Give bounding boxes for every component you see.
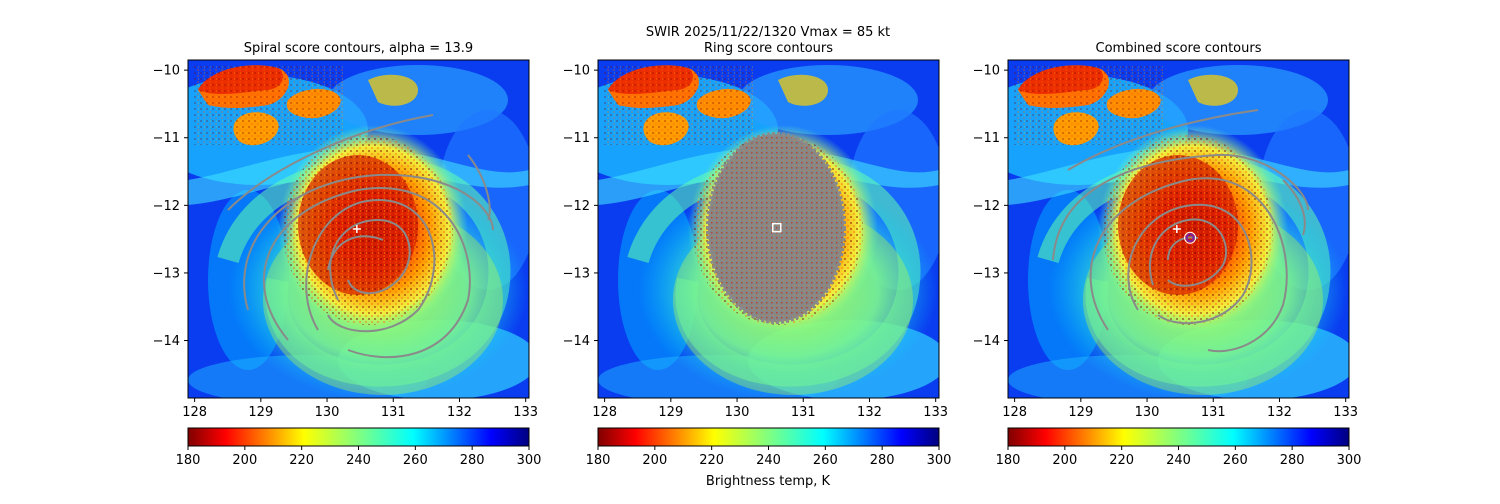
x-tick-label: 128 [182, 405, 207, 420]
y-tick-label: −10 [973, 64, 1000, 79]
x-tick-label: 133 [513, 405, 538, 420]
ring-score-contours [708, 134, 844, 322]
y-tick-label: −14 [563, 334, 590, 349]
y-tick-label: −10 [563, 64, 590, 79]
colorbar [187, 427, 530, 447]
colorbar-tick-label: 240 [756, 453, 781, 468]
x-tick-label: 132 [1267, 405, 1292, 420]
colorbar [1007, 427, 1350, 447]
satellite-image [148, 60, 538, 405]
score-contour [262, 187, 471, 359]
axes-frame [187, 59, 530, 399]
satellite-image [558, 60, 948, 405]
x-tick-label: 133 [923, 405, 948, 420]
x-tick-label: 131 [1201, 405, 1226, 420]
y-tick-label: −14 [973, 334, 1000, 349]
satellite-image [968, 60, 1358, 405]
score-contour [327, 235, 384, 271]
panels: Spiral score contours, alpha = 13.9 128 12… [148, 41, 1362, 468]
colorbar-tick-label: 300 [517, 453, 542, 468]
y-tick-label: −13 [973, 266, 1000, 281]
center-marker-plus [1172, 225, 1181, 233]
colorbar [597, 427, 940, 447]
colorbar-tick-label: 180 [996, 453, 1021, 468]
panel-1: Spiral score contours, alpha = 13.9 128 12… [148, 41, 542, 468]
colorbar-tick-label: 220 [289, 453, 314, 468]
score-contour [227, 114, 434, 211]
x-tick-label: 131 [381, 405, 406, 420]
colorbar-label: Brightness temp, K [706, 474, 831, 489]
colorbar-tick-label: 220 [1109, 453, 1134, 468]
score-contour [1127, 203, 1253, 325]
colorbar-tick-label: 280 [460, 453, 485, 468]
score-contour [1052, 153, 1309, 261]
ring-score-edge [706, 132, 846, 324]
y-tick-label: −11 [973, 131, 1000, 146]
panel-title: Combined score contours [1096, 41, 1262, 56]
x-tick-label: 128 [1002, 405, 1027, 420]
colorbar-tick-label: 260 [1223, 453, 1248, 468]
score-contour [243, 173, 494, 311]
y-tick-label: −11 [563, 131, 590, 146]
combined-center-marker-halo [1184, 231, 1197, 244]
panel-title: Spiral score contours, alpha = 13.9 [244, 41, 473, 56]
colorbar-tick-label: 200 [1052, 453, 1077, 468]
colorbar-tick-label: 260 [403, 453, 428, 468]
y-tick-label: −13 [563, 266, 590, 281]
x-tick-label: 132 [447, 405, 472, 420]
score-contour [1282, 179, 1306, 236]
x-tick-label: 130 [315, 405, 340, 420]
center-marker-square [772, 222, 782, 233]
x-tick-label: 133 [1333, 405, 1358, 420]
y-tick-label: −12 [973, 199, 1000, 214]
x-tick-label: 130 [725, 405, 750, 420]
colorbar-tick-label: 280 [870, 453, 895, 468]
y-tick-label: −12 [563, 199, 590, 214]
center-marker-plus [352, 225, 361, 233]
y-tick-label: −12 [153, 199, 180, 214]
colorbar-tick-label: 180 [586, 453, 611, 468]
panel-3: Combined score contours 128 129 130 131 132 13… [968, 41, 1362, 468]
colorbar-tick-label: 260 [813, 453, 838, 468]
combined-center-marker [1185, 233, 1195, 243]
x-tick-label: 129 [1068, 405, 1093, 420]
x-tick-label: 132 [857, 405, 882, 420]
x-tick-label: 130 [1135, 405, 1160, 420]
y-tick-label: −11 [153, 131, 180, 146]
score-contour [1148, 218, 1228, 287]
y-tick-label: −10 [153, 64, 180, 79]
x-tick-label: 131 [791, 405, 816, 420]
score-contour [1089, 177, 1288, 353]
colorbar-tick-label: 220 [699, 453, 724, 468]
x-tick-label: 129 [658, 405, 683, 420]
y-tick-label: −14 [153, 334, 180, 349]
colorbar-tick-label: 240 [346, 453, 371, 468]
colorbar-tick-label: 180 [176, 453, 201, 468]
score-contour [1067, 109, 1259, 171]
panel-title: Ring score contours [704, 41, 833, 56]
figure-suptitle: SWIR 2025/11/22/1320 Vmax = 85 kt [646, 25, 890, 40]
axes-frame [1007, 59, 1350, 399]
score-contour [329, 218, 411, 301]
colorbar-tick-label: 280 [1280, 453, 1305, 468]
axes-frame [597, 59, 940, 399]
colorbar-tick-label: 200 [232, 453, 257, 468]
colorbar-tick-label: 200 [642, 453, 667, 468]
y-tick-label: −13 [153, 266, 180, 281]
colorbar-tick-label: 300 [927, 453, 952, 468]
x-tick-label: 128 [592, 405, 617, 420]
score-contour [305, 198, 436, 333]
panel-2: Ring score contours 128 129 130 131 132 133 −10… [558, 41, 952, 468]
colorbar-tick-label: 300 [1337, 453, 1362, 468]
score-contour [467, 154, 491, 221]
colorbar-tick-label: 240 [1166, 453, 1191, 468]
x-tick-label: 129 [248, 405, 273, 420]
